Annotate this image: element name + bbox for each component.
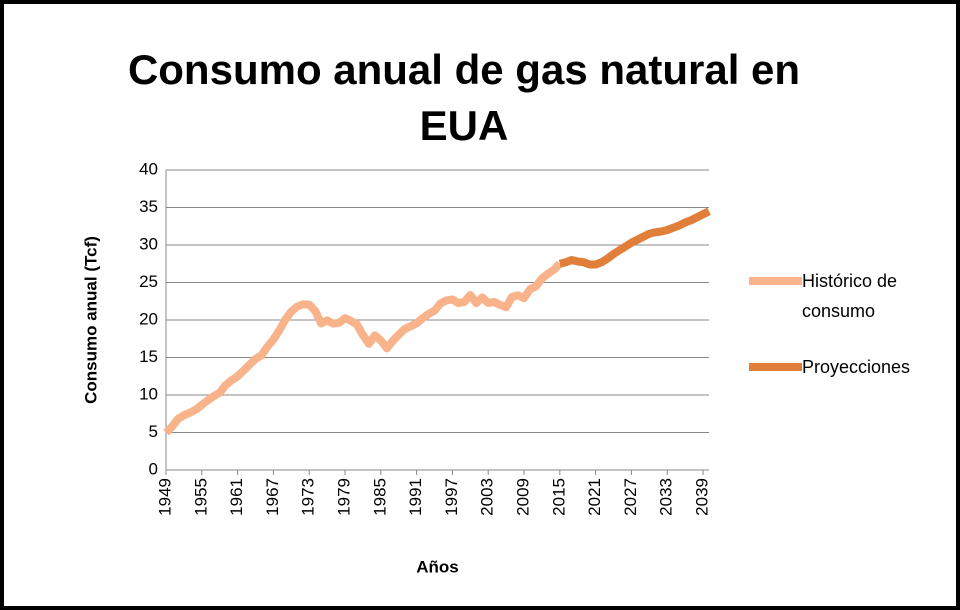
x-tick-label: 1961 [227, 478, 246, 516]
y-tick-label: 35 [139, 197, 158, 216]
y-tick-label: 15 [139, 347, 158, 366]
x-tick-label: 2021 [585, 478, 604, 516]
plot: 0 5 10 15 20 25 30 35 40 1949 1955 1961 1967 1973 1979… [81, 159, 802, 576]
x-tick-label: 1991 [406, 478, 425, 516]
x-tick-label: 2009 [514, 478, 533, 516]
x-tick-label: 2033 [657, 478, 676, 516]
y-axis-label: Consumo anual (Tcf) [81, 236, 100, 404]
x-tick-label: 1979 [334, 478, 353, 516]
x-tick-label: 1985 [370, 478, 389, 516]
x-tick-label: 1955 [191, 478, 210, 516]
x-tick-label: 1973 [299, 478, 318, 516]
x-axis-label: Años [416, 557, 459, 576]
legend-label: Histórico de consumo [802, 271, 898, 321]
series-line [558, 207, 711, 269]
series-line [163, 260, 563, 436]
x-tick-label: 2003 [478, 478, 497, 516]
legend-label: Proyecciones [802, 357, 911, 377]
y-tick-label: 30 [139, 234, 158, 253]
y-tick-label: 40 [139, 159, 158, 178]
x-tick-label: 2015 [549, 478, 568, 516]
x-tick-label: 2039 [693, 478, 712, 516]
y-tick-label: 0 [149, 459, 158, 478]
y-tick-label: 10 [139, 384, 158, 403]
x-tick-label: 1967 [263, 478, 282, 516]
y-tick-label: 25 [139, 272, 158, 291]
x-tick-label: 2027 [621, 478, 640, 516]
y-tick-label: 20 [139, 309, 158, 328]
y-tick-label: 5 [149, 422, 158, 441]
x-tick-label: 1949 [155, 478, 174, 516]
chart-title: Consumo anual de gas natural en EUA [127, 46, 801, 149]
x-tick-label: 1997 [442, 478, 461, 516]
